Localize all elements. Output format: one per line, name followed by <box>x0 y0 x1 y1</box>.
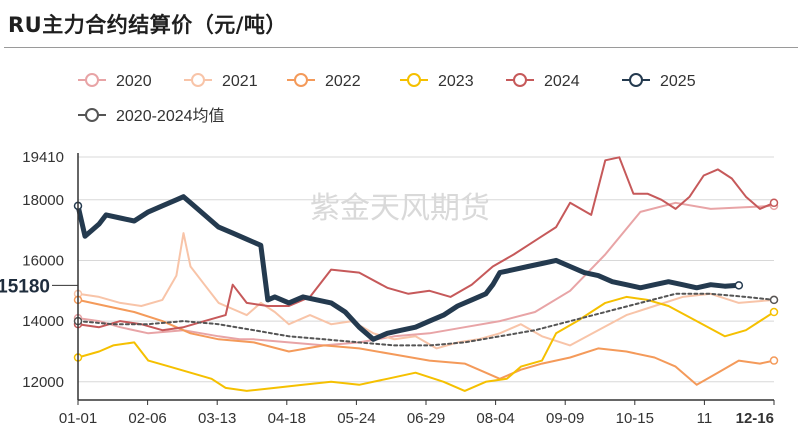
series-line-2025 <box>75 194 742 342</box>
legend-item-2023[interactable]: 2023 <box>400 73 474 90</box>
series-line-2022 <box>77 298 775 386</box>
x-tick-label: 06-29 <box>407 410 445 427</box>
y-tick-label: 18000 <box>22 192 64 209</box>
y-tick-label: 16000 <box>22 252 64 269</box>
x-tick-label: 05-24 <box>337 410 375 427</box>
series-point <box>734 281 744 290</box>
series-point <box>769 307 779 317</box>
legend-marker <box>85 108 99 122</box>
legend-item-2022[interactable]: 2022 <box>287 73 361 90</box>
x-tick-label: 08-04 <box>476 410 514 427</box>
series-line-2020-2024 <box>77 292 775 347</box>
legend-item-2021[interactable]: 2021 <box>184 73 258 90</box>
series-point <box>769 198 779 208</box>
legend-marker <box>85 73 99 87</box>
series-point <box>769 356 779 365</box>
legend-label: 2020 <box>116 73 152 90</box>
legend-label: 2022 <box>325 73 361 90</box>
legend-label: 2024 <box>544 73 580 90</box>
legend-item-2024[interactable]: 2024 <box>506 73 580 90</box>
current-value-text: 15180 <box>0 276 50 297</box>
legend-item-2025[interactable]: 2025 <box>622 73 696 90</box>
chart-title: RU主力合约结算价（元/吨） <box>8 13 287 37</box>
x-tick-label: 03-13 <box>198 410 236 427</box>
axes: 12000 14000 16000 18000 19410 01-01 02-06 03-13… <box>0 149 775 427</box>
legend-label: 2020-2024均值 <box>116 107 225 125</box>
x-tick-label: 04-18 <box>268 410 306 427</box>
x-tick-label: 02-06 <box>128 410 166 427</box>
legend-marker <box>191 73 205 87</box>
series-point <box>769 295 779 305</box>
current-value-label: 15180 <box>0 273 78 298</box>
legend-label: 2021 <box>222 73 258 90</box>
x-tick-label: 09-09 <box>546 410 584 427</box>
x-tick-label: 10-15 <box>616 410 654 427</box>
x-tick-label: 01-01 <box>59 410 97 427</box>
legend-label: 2025 <box>660 73 696 90</box>
legend-marker <box>629 73 643 87</box>
x-tick-label: 12-16 <box>736 410 774 427</box>
legend-marker <box>407 73 421 87</box>
x-tick-label: 11 <box>697 410 713 427</box>
series-line-2024 <box>77 156 775 332</box>
series-line-2023 <box>77 295 775 392</box>
y-tick-label: 19410 <box>22 149 64 166</box>
watermark: 紫金天风期货 <box>310 191 490 226</box>
y-tick-label: 12000 <box>22 374 64 391</box>
series-layer <box>73 156 779 392</box>
legend-label: 2023 <box>438 73 474 90</box>
title-divider <box>4 47 798 48</box>
y-tick-label: 14000 <box>22 313 64 330</box>
legend-item-2020-2024[interactable]: 2020-2024均值 <box>78 107 225 125</box>
legend-marker <box>294 73 308 87</box>
legend-marker <box>513 73 527 87</box>
legend-item-2020[interactable]: 2020 <box>78 73 152 90</box>
legend: 2020 2021 2022 2023 2024 2025 2020-2024均值 <box>78 73 696 125</box>
